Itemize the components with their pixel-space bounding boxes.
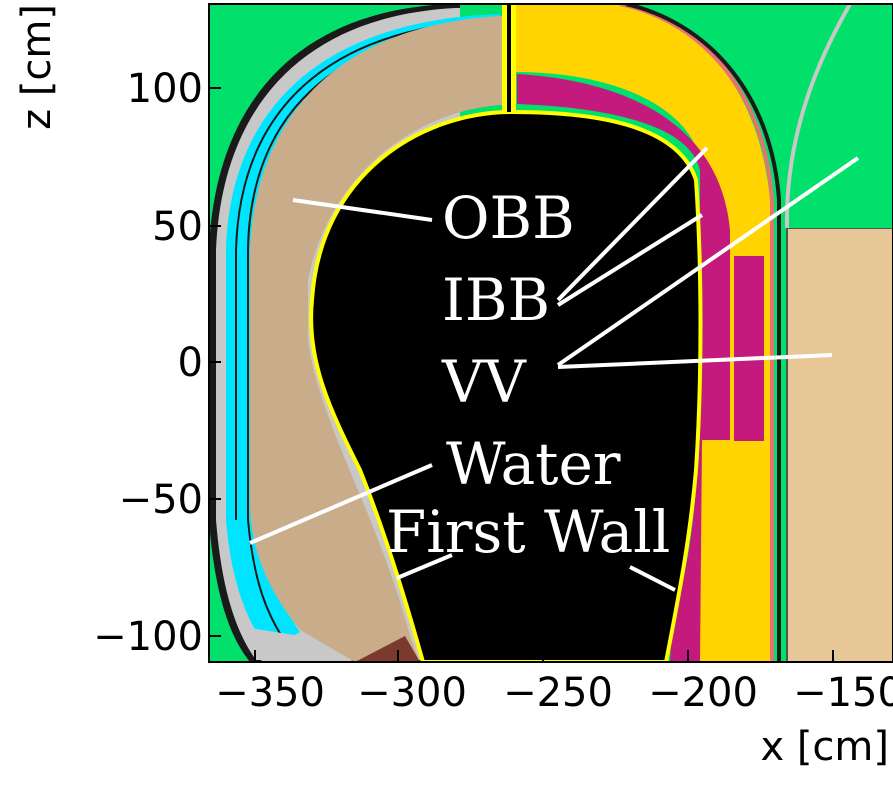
center-stack xyxy=(787,228,893,662)
upper-right-background xyxy=(786,4,893,228)
y-tick-label: −100 xyxy=(93,614,203,660)
plot-frame xyxy=(208,3,893,663)
bottom-cladding xyxy=(250,628,355,662)
y-tick-label: 0 xyxy=(178,340,203,386)
x-tick-label: −350 xyxy=(215,670,325,716)
label-water: Water xyxy=(446,430,621,498)
x-tick-label: −150 xyxy=(793,670,893,716)
vv-pointer-2 xyxy=(557,353,833,369)
vv-outer-edge xyxy=(625,4,781,662)
first-wall-pointer-left xyxy=(396,553,453,580)
x-tick-label: −250 xyxy=(503,670,613,716)
water-pointer xyxy=(249,463,433,545)
label-vv: VV xyxy=(441,348,527,416)
x-axis-title: x [cm] xyxy=(760,724,889,770)
y-tick-label: 100 xyxy=(127,66,203,112)
x-tick-label: −200 xyxy=(648,670,758,716)
vv-pointer-1 xyxy=(556,156,860,367)
y-tick-label: −50 xyxy=(119,477,203,523)
obb-pointer xyxy=(292,198,433,222)
label-ibb: IBB xyxy=(442,266,550,334)
ibb-pointer-2 xyxy=(556,213,704,307)
x-tick-label: −300 xyxy=(357,670,467,716)
label-obb: OBB xyxy=(442,184,575,252)
divertor-tile xyxy=(355,636,420,662)
annotation-lines xyxy=(249,146,860,592)
first-wall-pointer-right xyxy=(629,565,676,592)
water-channel xyxy=(226,14,500,650)
plasma-region xyxy=(309,109,703,662)
y-tick-label: 50 xyxy=(152,204,203,250)
tick-marks xyxy=(209,87,834,662)
label-first-wall: First Wall xyxy=(386,498,670,566)
y-axis-title: z [cm] xyxy=(14,4,60,130)
obb-region xyxy=(250,16,502,662)
ibb-pointer-1 xyxy=(556,146,709,302)
vv-segment xyxy=(734,256,764,441)
plot-area: OBB IBB VV Water First Wall xyxy=(209,4,893,662)
center-column-core xyxy=(507,4,511,112)
